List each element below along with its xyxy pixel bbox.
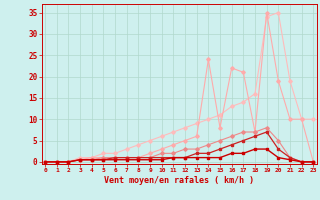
X-axis label: Vent moyen/en rafales ( km/h ): Vent moyen/en rafales ( km/h ) — [104, 176, 254, 185]
